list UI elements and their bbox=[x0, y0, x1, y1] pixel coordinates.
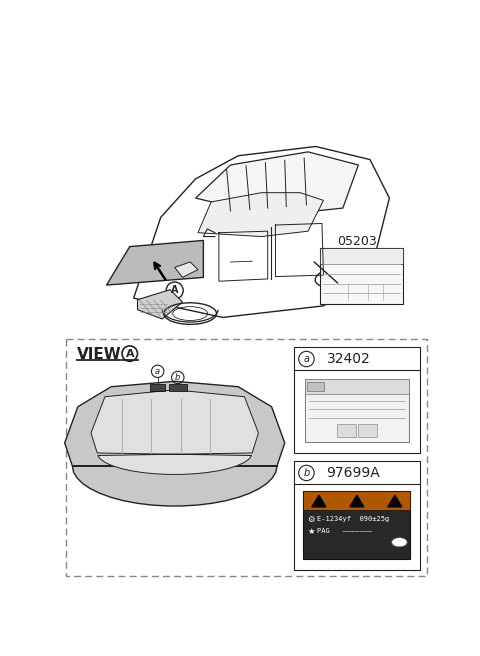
Text: 05203: 05203 bbox=[337, 236, 377, 249]
Text: ⚙: ⚙ bbox=[307, 515, 315, 523]
Text: b: b bbox=[175, 373, 180, 382]
Polygon shape bbox=[198, 193, 324, 237]
FancyBboxPatch shape bbox=[168, 384, 187, 392]
Ellipse shape bbox=[392, 538, 407, 547]
FancyBboxPatch shape bbox=[305, 379, 409, 394]
FancyBboxPatch shape bbox=[320, 248, 403, 304]
Polygon shape bbox=[137, 290, 182, 319]
FancyBboxPatch shape bbox=[320, 248, 403, 264]
Text: a: a bbox=[155, 367, 160, 376]
Polygon shape bbox=[107, 240, 204, 285]
FancyBboxPatch shape bbox=[294, 346, 420, 453]
FancyBboxPatch shape bbox=[337, 424, 356, 437]
Text: 97699A: 97699A bbox=[326, 466, 380, 480]
Polygon shape bbox=[196, 152, 359, 216]
FancyBboxPatch shape bbox=[307, 382, 324, 390]
Text: A: A bbox=[171, 285, 179, 295]
Text: A: A bbox=[125, 348, 134, 359]
Polygon shape bbox=[65, 381, 285, 506]
Text: E-1234yf  090±25g: E-1234yf 090±25g bbox=[317, 516, 390, 522]
FancyBboxPatch shape bbox=[303, 491, 410, 510]
Text: PAG   ―――――――: PAG ――――――― bbox=[317, 529, 372, 535]
Polygon shape bbox=[91, 390, 258, 474]
Text: ★: ★ bbox=[307, 527, 315, 536]
Polygon shape bbox=[331, 277, 337, 288]
Text: VIEW: VIEW bbox=[77, 347, 121, 362]
Text: b: b bbox=[303, 468, 310, 478]
FancyBboxPatch shape bbox=[303, 491, 410, 559]
Polygon shape bbox=[388, 495, 402, 507]
Polygon shape bbox=[350, 495, 364, 507]
FancyBboxPatch shape bbox=[150, 384, 166, 392]
Polygon shape bbox=[312, 495, 326, 507]
FancyBboxPatch shape bbox=[305, 379, 409, 442]
FancyBboxPatch shape bbox=[359, 424, 377, 437]
Text: a: a bbox=[303, 354, 310, 364]
FancyBboxPatch shape bbox=[294, 461, 420, 570]
Polygon shape bbox=[175, 262, 198, 277]
Text: 32402: 32402 bbox=[326, 352, 371, 366]
